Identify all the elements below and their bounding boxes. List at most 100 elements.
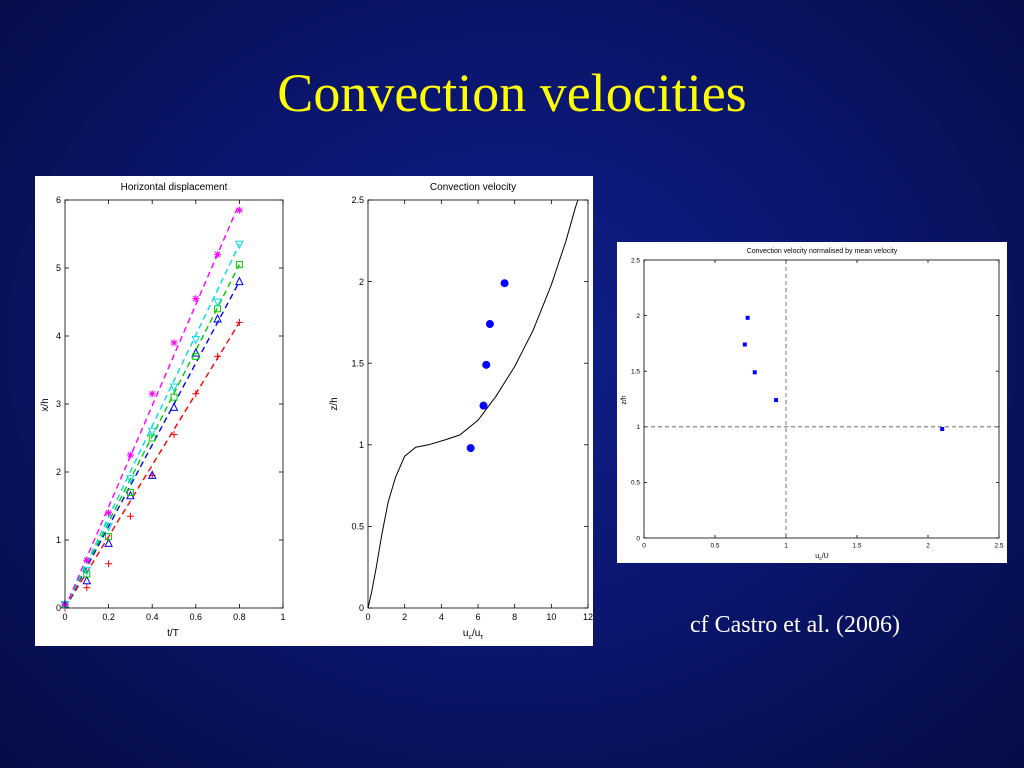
asterisk-marker [235,206,243,214]
x-tick-label: 8 [512,612,517,622]
x-label-sub2: τ [480,634,483,641]
y-tick-label: 5 [56,263,61,273]
triangle-down-marker [82,567,92,576]
y-tick-label: 3 [56,399,61,409]
tick-group: 0 2 4 6 8 10 12 0 0.5 1 1.5 2 2.5 [351,195,593,622]
data-point [485,320,494,329]
plus-marker [192,390,200,398]
x-axis-label: t/T [167,628,179,639]
figure-panel-left: Horizontal displacement t/T x/h 0 0.2 0.4 0… [35,176,593,646]
data-point [940,427,945,432]
square-marker [170,393,178,401]
square-marker [126,488,134,496]
y-tick-label: 1 [636,424,640,431]
fit-line [64,281,241,609]
x-tick-label: 2.5 [994,543,1003,550]
slide-title: Convection velocities [277,63,747,123]
square-marker [83,570,91,578]
data-point [774,398,779,403]
x-label-main: u [815,553,819,560]
plus-marker [170,431,178,439]
x-tick-label: 4 [439,612,444,622]
x-tick-label: 6 [475,612,480,622]
y-tick-label: 0 [636,535,640,542]
tick-group: 0 0.5 1 1.5 2 2.5 0 0.5 1 1.5 2 2.5 [631,257,1004,549]
fit-line [64,203,241,609]
data-point [482,360,491,369]
plus-marker [105,560,113,568]
chart-convection-velocity: Convection velocity uc/uτ z/h 0 2 4 6 8 10 120… [329,182,593,641]
asterisk-marker [170,339,178,347]
data-markers [466,279,509,453]
figure-right-svg: Convection velocity normalised by mean v… [621,248,1004,562]
x-tick-label: 2 [926,543,930,550]
y-axis-label: z/h [621,395,628,404]
fit-line [64,243,241,609]
data-point [745,315,750,320]
chart-title: Convection velocity [430,182,516,193]
y-tick-label: 2 [636,313,640,320]
y-tick-label: 0 [56,603,61,613]
y-tick-label: 2.5 [631,257,640,264]
x-tick-label: 0 [62,612,67,622]
plus-marker [235,318,243,326]
plus-marker [83,584,91,592]
data-point [742,342,747,347]
data-point [479,401,488,410]
triangle-down-marker [147,427,157,437]
y-tick-label: 1 [56,535,61,545]
y-tick-label: 6 [56,195,61,205]
x-tick-label: 0.5 [710,543,719,550]
y-tick-label: 4 [56,331,61,341]
chart-title: Horizontal displacement [121,182,228,193]
plot-frame [643,259,1000,539]
data-markers [60,206,244,612]
triangle-up-marker [169,402,179,411]
x-tick-label: 0.2 [102,612,115,622]
fit-line [64,322,240,609]
y-tick-label: 0 [359,603,364,613]
triangle-up-marker [191,347,201,357]
y-axis-label: z/h [329,397,340,410]
fit-lines [64,203,241,609]
x-tick-label: 2 [402,612,407,622]
chart-horizontal-displacement: Horizontal displacement t/T x/h 0 0.2 0.4 0… [40,182,286,639]
figure-left-svg: Horizontal displacement t/T x/h 0 0.2 0.4 0… [40,182,593,641]
y-axis-label: x/h [40,398,51,411]
triangle-up-marker [82,575,92,585]
x-tick-label: 1.5 [852,543,861,550]
x-tick-label: 0 [365,612,370,622]
x-label-mid: /u [472,628,480,639]
y-tick-label: 0.5 [351,522,364,532]
triangle-down-marker [104,522,113,532]
data-markers [742,315,945,432]
x-tick-label: 12 [583,612,593,622]
y-tick-label: 2 [359,277,364,287]
square-marker [192,352,200,360]
x-tick-label: 0.4 [146,612,159,622]
citation-text: cf Castro et al. (2006) [690,612,900,638]
y-tick-label: 0.5 [631,480,640,487]
asterisk-marker [214,250,222,258]
plot-frame [64,199,284,609]
triangle-down-marker [191,335,201,345]
reference-lines [644,260,999,538]
x-tick-label: 1 [280,612,285,622]
data-point [466,444,475,453]
triangle-down-marker [235,240,244,250]
plus-marker [126,512,134,520]
plus-marker [214,352,222,360]
y-tick-label: 1.5 [631,368,640,375]
chart-normalised-velocity: Convection velocity normalised by mean v… [621,248,1004,562]
x-tick-label: 1 [784,543,788,550]
plot-frame [367,199,589,609]
y-tick-label: 1 [359,440,364,450]
triangle-up-marker [235,276,244,286]
asterisk-marker [83,556,91,564]
triangle-down-marker [126,475,135,484]
x-label-sub: c [819,556,822,562]
y-tick-label: 2.5 [351,195,364,205]
x-tick-label: 10 [546,612,556,622]
asterisk-marker [126,451,134,459]
x-tick-label: 0 [642,543,646,550]
